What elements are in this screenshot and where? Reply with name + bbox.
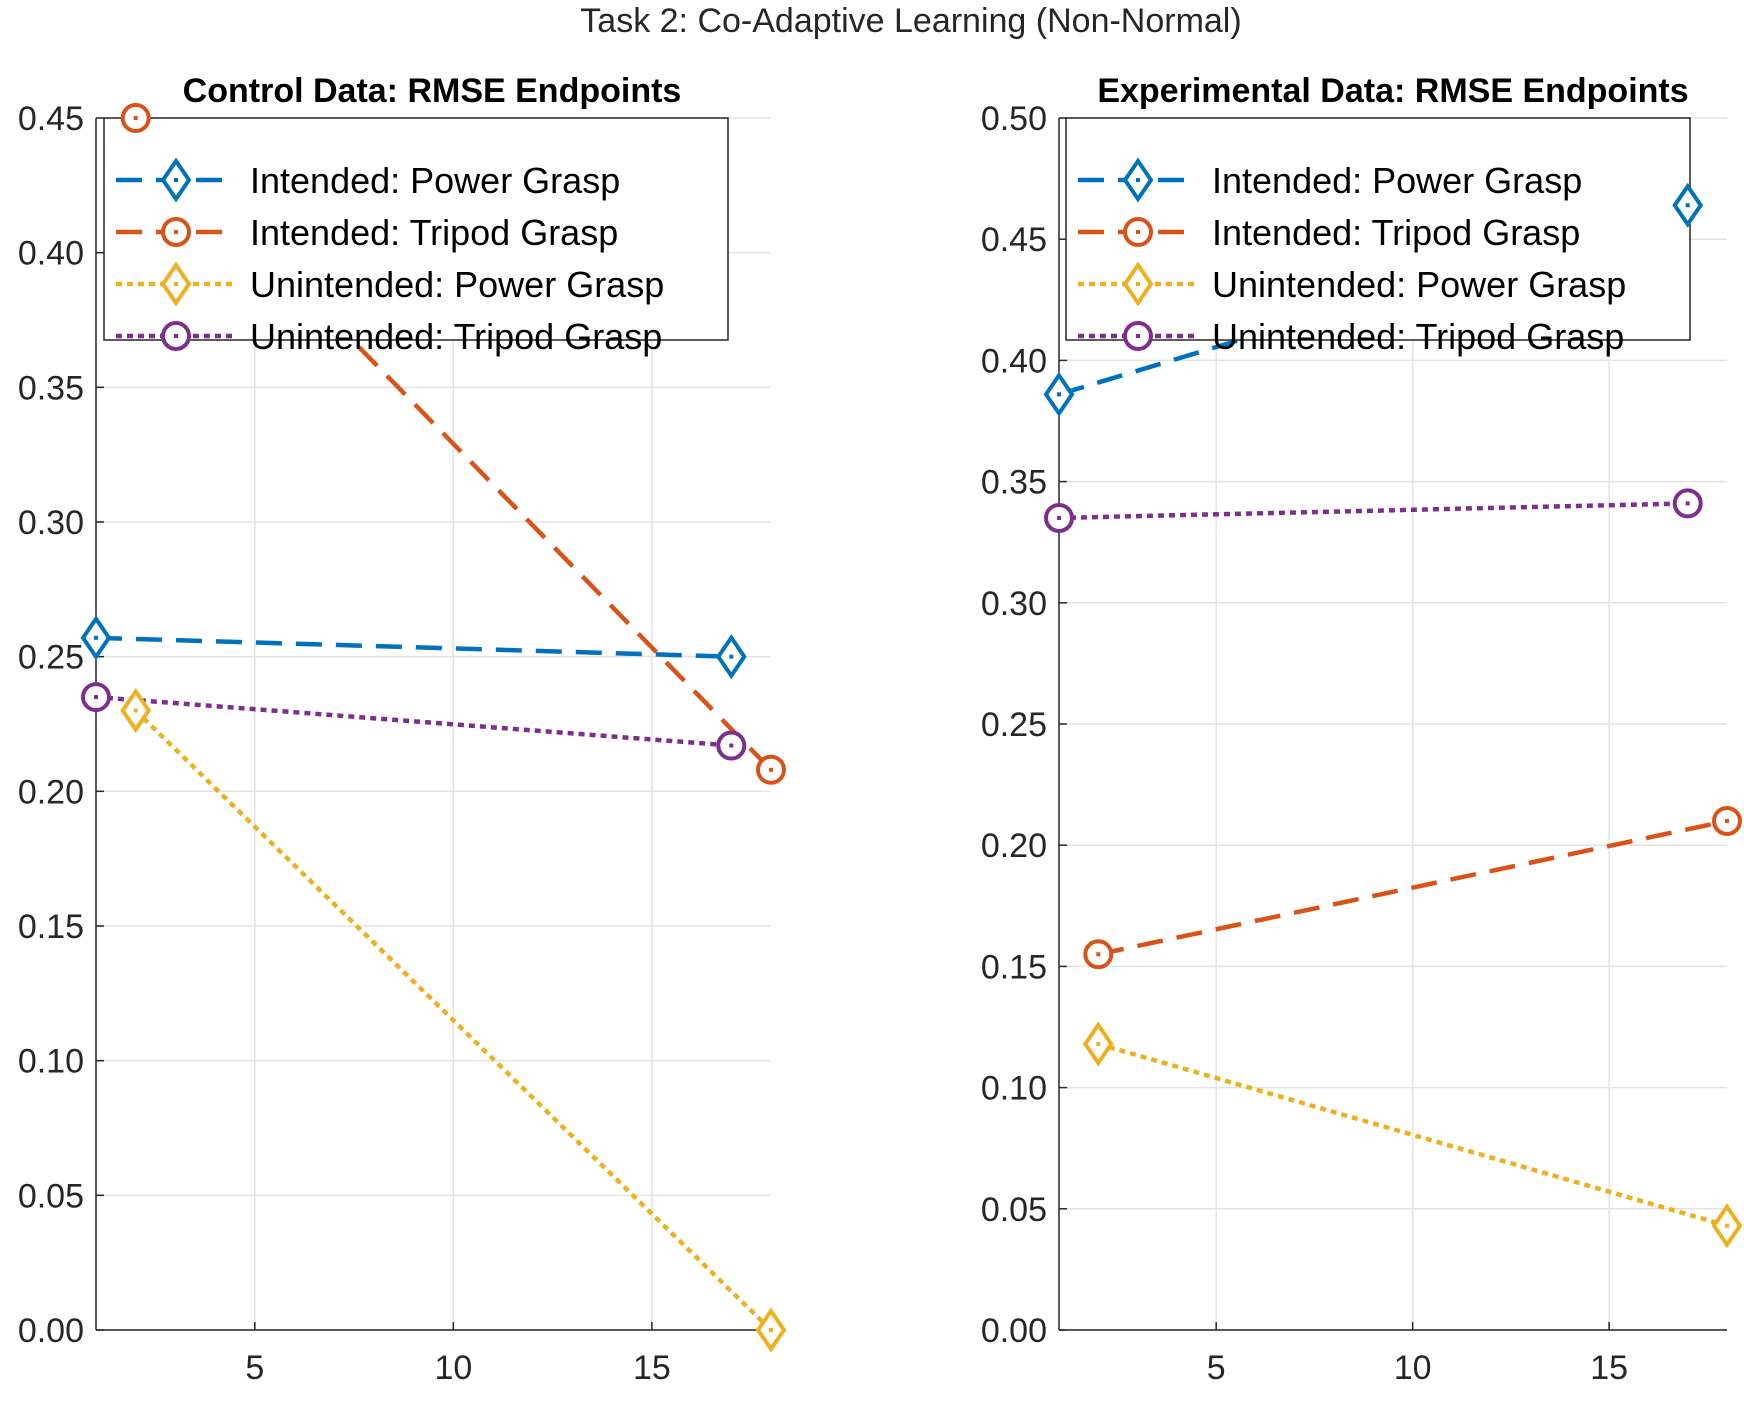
legend-box [1065,117,1691,341]
x-tick-label: 10 [1394,1349,1432,1387]
experimental-data-plot: 0.00 0.05 0.10 0.15 0.20 0.25 0.30 0.35 0.40 0.45… [981,72,1743,1387]
legend-label-unintended-tripod-grasp: Unintended: Tripod Grasp [250,316,662,357]
intended-power-grasp-point-center [1685,203,1690,208]
y-tick-label: 0.05 [981,1191,1047,1229]
unintended-power-grasp-point-center [1725,1223,1729,1228]
unintended-tripod-grasp-point-center [1057,515,1061,520]
unintended-tripod-grasp-line [1058,501,1688,521]
unintended-tripod-grasp-point-center [1685,501,1690,506]
legend: Intended: Power Grasp Intended: Tripod Gr… [103,117,729,357]
y-tick-label: 0.10 [981,1070,1047,1108]
unintended-power-grasp-point-center [133,708,138,713]
legend-label-intended-tripod-grasp: Intended: Tripod Grasp [250,212,618,253]
legend-marker-intended-power-grasp-center [1136,178,1140,182]
legend-marker-unintended-power-grasp-center [174,282,178,286]
y-tick-label: 0.40 [18,235,84,273]
legend-box [103,117,729,341]
y-tick-label: 0.20 [981,827,1047,865]
y-tick-label: 0.30 [981,585,1047,623]
intended-tripod-grasp-point-center [769,767,773,772]
y-tick-label: 0.00 [18,1312,84,1350]
y-tick-label: 0.25 [18,639,84,677]
y-tick-label: 0.15 [18,908,84,946]
y-tick-label: 0.45 [18,100,84,138]
y-tick-label: 0.30 [18,504,84,542]
legend-marker-intended-power-grasp-center [174,178,178,182]
y-tick-label: 0.20 [18,773,84,811]
x-tick-label: 5 [245,1349,264,1387]
legend-label-unintended-power-grasp: Unintended: Power Grasp [1212,264,1626,305]
subplot-title: Experimental Data: RMSE Endpoints [1097,72,1688,110]
legend-marker-unintended-tripod-grasp-center [174,334,178,338]
intended-tripod-grasp-point-center [1725,818,1729,823]
x-tick-label: 15 [1590,1349,1628,1387]
y-tick-label: 0.45 [981,221,1047,259]
y-tick-label: 0.50 [981,100,1047,138]
legend-marker-intended-tripod-grasp-center [174,230,178,234]
y-tick-label: 0.35 [981,464,1047,502]
legend-marker-unintended-tripod-grasp-center [1136,334,1140,338]
y-tick-label: 0.05 [18,1177,84,1215]
y-tick-label: 0.10 [18,1043,84,1081]
figure-suptitle: Task 2: Co-Adaptive Learning (Non-Normal… [580,2,1241,40]
unintended-tripod-grasp-line [95,694,732,748]
intended-tripod-grasp-point-center [133,116,138,120]
x-tick-label: 15 [633,1349,671,1387]
intended-tripod-grasp-line [134,116,773,772]
unintended-tripod-grasp-point-center [94,695,98,700]
unintended-tripod-grasp-point-center [729,743,734,748]
subplot-title: Control Data: RMSE Endpoints [183,72,682,110]
legend-label-intended-power-grasp: Intended: Power Grasp [1212,160,1582,201]
unintended-power-grasp-point-center [1096,1041,1101,1046]
intended-power-grasp-line [95,635,732,659]
legend-marker-intended-tripod-grasp-center [1136,230,1140,234]
unintended-power-grasp-line [134,708,773,1332]
legend-marker-unintended-power-grasp-center [1136,282,1140,286]
legend-label-intended-tripod-grasp: Intended: Tripod Grasp [1212,212,1580,253]
legend: Intended: Power Grasp Intended: Tripod Gr… [1065,117,1691,357]
y-tick-label: 0.15 [981,948,1047,986]
legend-label-unintended-tripod-grasp: Unintended: Tripod Grasp [1212,316,1624,357]
legend-label-intended-power-grasp: Intended: Power Grasp [250,160,620,201]
y-tick-label: 0.35 [18,369,84,407]
x-tick-label: 5 [1207,1349,1226,1387]
intended-power-grasp-point-center [1057,392,1061,397]
intended-tripod-grasp-point-center [1096,952,1101,957]
legend-label-unintended-power-grasp: Unintended: Power Grasp [250,264,664,305]
y-tick-label: 0.25 [981,706,1047,744]
y-tick-label: 0.00 [981,1312,1047,1350]
y-tick-label: 0.40 [981,342,1047,380]
x-tick-label: 10 [434,1349,472,1387]
intended-power-grasp-point-center [94,635,98,640]
intended-power-grasp-point-center [729,654,734,659]
control-data-plot: 0.00 0.05 0.10 0.15 0.20 0.25 0.30 0.35 0.40 0.45… [18,72,787,1387]
intended-tripod-grasp-line [1097,818,1728,957]
unintended-power-grasp-point-center [769,1328,773,1332]
